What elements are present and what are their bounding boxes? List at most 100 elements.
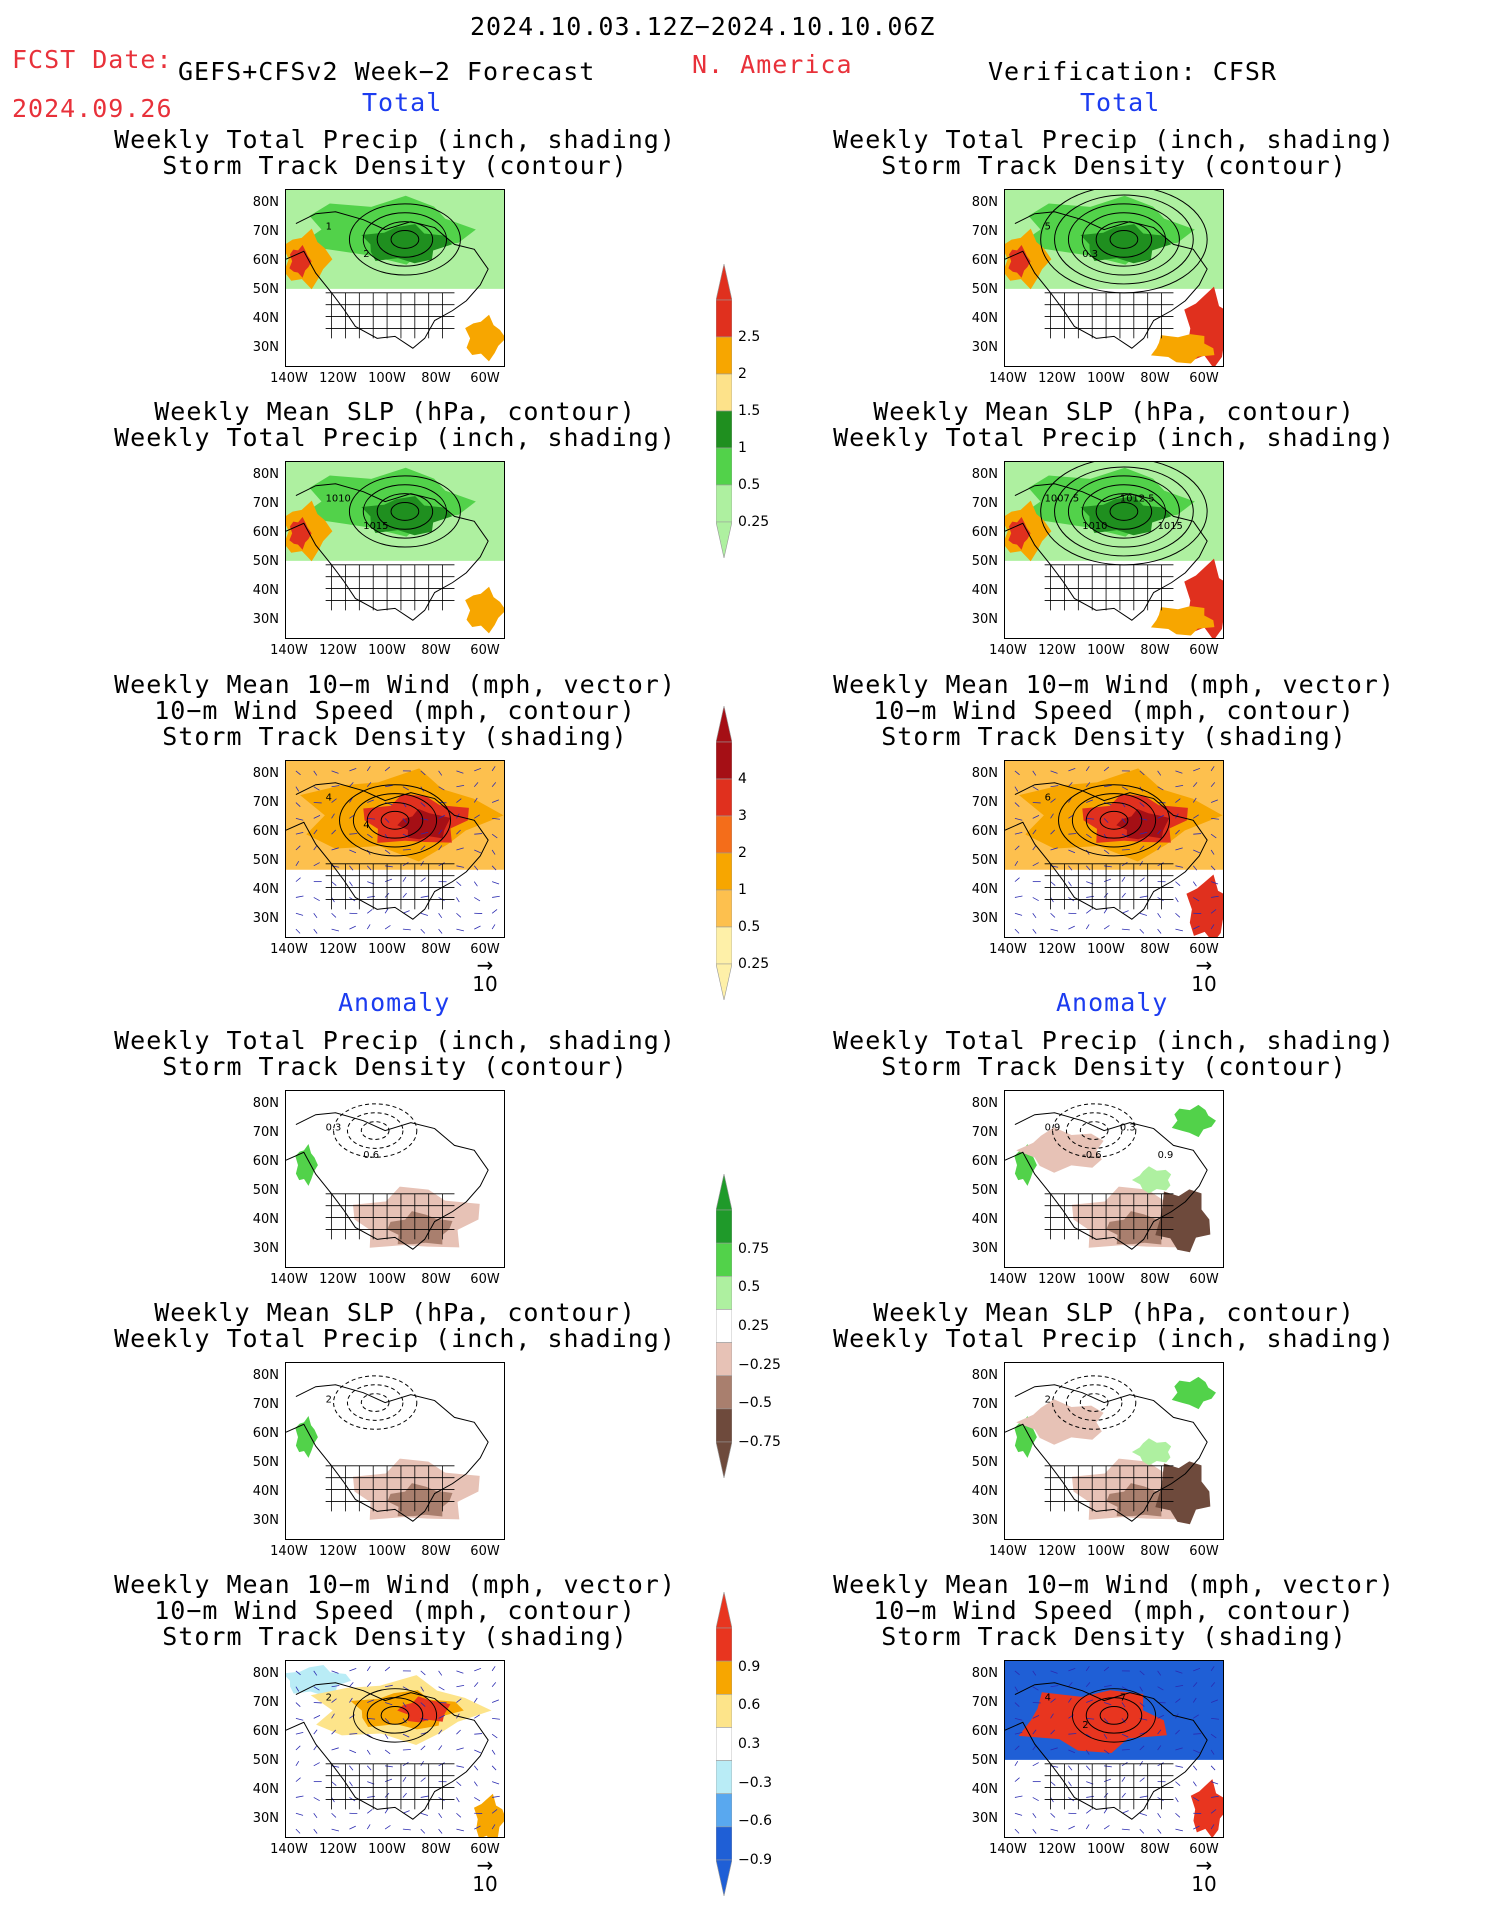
panel-title-ver-anom-wind-2: Storm Track Density (shading) — [881, 1622, 1347, 1651]
colorbar-segment — [716, 1309, 732, 1343]
panel-title-ver-total-precip-0: Weekly Total Precip (inch, shading) — [833, 125, 1395, 154]
lon-tick: 80W — [421, 1272, 451, 1287]
lat-tick: 40N — [971, 583, 998, 598]
lat-tick: 80N — [971, 766, 998, 781]
vector-arrow-icon: → — [1195, 1853, 1213, 1877]
colorbar-segment — [716, 373, 732, 412]
lat-tick: 80N — [971, 1666, 998, 1681]
colorbar-segment — [716, 1342, 732, 1377]
state-borders — [1044, 1465, 1174, 1512]
lon-tick: 80W — [1140, 1272, 1170, 1287]
map-fc-anom-slp: 2 — [285, 1362, 505, 1540]
lon-tick: 140W — [989, 1272, 1027, 1287]
lat-tick: 50N — [971, 1183, 998, 1198]
speed-contour — [380, 1705, 410, 1725]
colorbar-segment — [716, 299, 732, 338]
fcst-date: 2024.09.26 — [12, 94, 173, 123]
colorbar-arrow-top — [716, 264, 732, 301]
lon-tick: 60W — [1189, 1272, 1219, 1287]
lat-tick: 70N — [252, 224, 279, 239]
lon-tick: 100W — [1087, 942, 1125, 957]
lat-tick: 40N — [252, 311, 279, 326]
lat-tick: 60N — [971, 253, 998, 268]
lon-tick: 60W — [1189, 643, 1219, 658]
storm-contour — [362, 484, 448, 539]
storm-contour — [1054, 466, 1194, 557]
colorbar-label: −0.9 — [738, 1852, 772, 1868]
colorbar-total-precip — [716, 264, 732, 558]
precip-anom-shade — [1106, 1483, 1172, 1517]
lon-tick: 60W — [1189, 1544, 1219, 1559]
precip-anom-shade — [1016, 1399, 1104, 1445]
vector-arrow-icon: → — [476, 1853, 494, 1877]
panel-title-fc-total-slp-0: Weekly Mean SLP (hPa, contour) — [154, 397, 636, 426]
lon-tick: 100W — [1087, 1544, 1125, 1559]
lon-tick: 120W — [1038, 1272, 1076, 1287]
storm-contour — [1081, 212, 1167, 267]
lat-tick: 60N — [971, 525, 998, 540]
colorbar-segment — [716, 336, 732, 375]
lon-tick: 140W — [270, 942, 308, 957]
panel-title-ver-total-wind-0: Weekly Mean 10−m Wind (mph, vector) — [833, 670, 1395, 699]
lon-tick: 140W — [270, 1842, 308, 1857]
panel-title-fc-anom-wind-0: Weekly Mean 10−m Wind (mph, vector) — [114, 1570, 676, 1599]
colorbar-arrow-bottom — [716, 521, 732, 558]
coastline — [286, 483, 489, 621]
vector-arrow-icon: → — [476, 953, 494, 977]
fcst-date-label: FCST Date: — [12, 45, 173, 74]
precip-anom-shade — [1131, 1438, 1172, 1466]
contour-label: 1012.5 — [1120, 494, 1155, 505]
lon-tick: 80W — [421, 942, 451, 957]
contour-label: 1010 — [1082, 521, 1107, 532]
contour-label: 1007.5 — [1045, 494, 1080, 505]
colorbar-segment — [716, 484, 732, 523]
lon-tick: 100W — [368, 643, 406, 658]
colorbar-anom-storm — [716, 1592, 732, 1896]
speed-contour — [366, 802, 424, 839]
colorbar-label: 2 — [738, 845, 747, 861]
lat-tick: 60N — [252, 1724, 279, 1739]
lon-tick: 120W — [1038, 1842, 1076, 1857]
panel-title-fc-total-wind-2: Storm Track Density (shading) — [162, 722, 628, 751]
state-borders — [325, 1193, 455, 1240]
wind-vectors — [295, 766, 500, 934]
lon-tick: 60W — [1189, 1842, 1219, 1857]
lat-tick: 50N — [971, 1455, 998, 1470]
lat-tick: 40N — [971, 882, 998, 897]
contour-label: 1010 — [326, 494, 351, 505]
colorbar-label: 0.6 — [738, 1697, 761, 1714]
panel-title-fc-anom-wind-1: 10−m Wind Speed (mph, contour) — [154, 1596, 636, 1625]
map-ver-total-slp: 1007.5 1010 1012.5 1015 — [1004, 461, 1224, 639]
storm-anom-shade — [473, 1793, 504, 1837]
lon-tick: 120W — [1038, 1544, 1076, 1559]
precip-anom-shade — [1014, 1143, 1037, 1186]
coastline — [1005, 483, 1208, 621]
colorbar-label: 1.5 — [738, 403, 761, 419]
panel-title-fc-anom-wind-2: Storm Track Density (shading) — [162, 1622, 628, 1651]
coastline — [1005, 211, 1208, 349]
panel-title-ver-anom-wind-1: 10−m Wind Speed (mph, contour) — [873, 1596, 1355, 1625]
map-ver-anom-slp: 2 — [1004, 1362, 1224, 1540]
state-borders — [325, 1763, 455, 1810]
colorbar-arrow-top — [716, 1592, 732, 1629]
state-borders — [325, 292, 455, 339]
precip-shade — [1008, 516, 1031, 550]
colorbar-arrow-bottom — [716, 1859, 732, 1896]
lon-tick: 80W — [421, 1544, 451, 1559]
colorbar-label: 0.25 — [738, 956, 770, 972]
colorbar-segment — [716, 1727, 732, 1761]
precip-shade — [289, 516, 312, 550]
lat-tick: 70N — [971, 795, 998, 810]
lat-tick: 30N — [971, 1811, 998, 1826]
colorbar-segment — [716, 447, 732, 486]
storm-anom-shade — [397, 1696, 451, 1723]
colorbar-segment — [716, 741, 732, 780]
lat-tick: 60N — [252, 1154, 279, 1169]
panel-title-fc-total-slp-1: Weekly Total Precip (inch, shading) — [114, 423, 676, 452]
precip-anom-shade — [1155, 1189, 1211, 1253]
precip-shade — [1080, 496, 1171, 536]
panel-title-fc-anom-slp-1: Weekly Total Precip (inch, shading) — [114, 1324, 676, 1353]
lon-tick: 100W — [1087, 371, 1125, 386]
lat-tick: 30N — [971, 340, 998, 355]
lon-tick: 80W — [1140, 643, 1170, 658]
